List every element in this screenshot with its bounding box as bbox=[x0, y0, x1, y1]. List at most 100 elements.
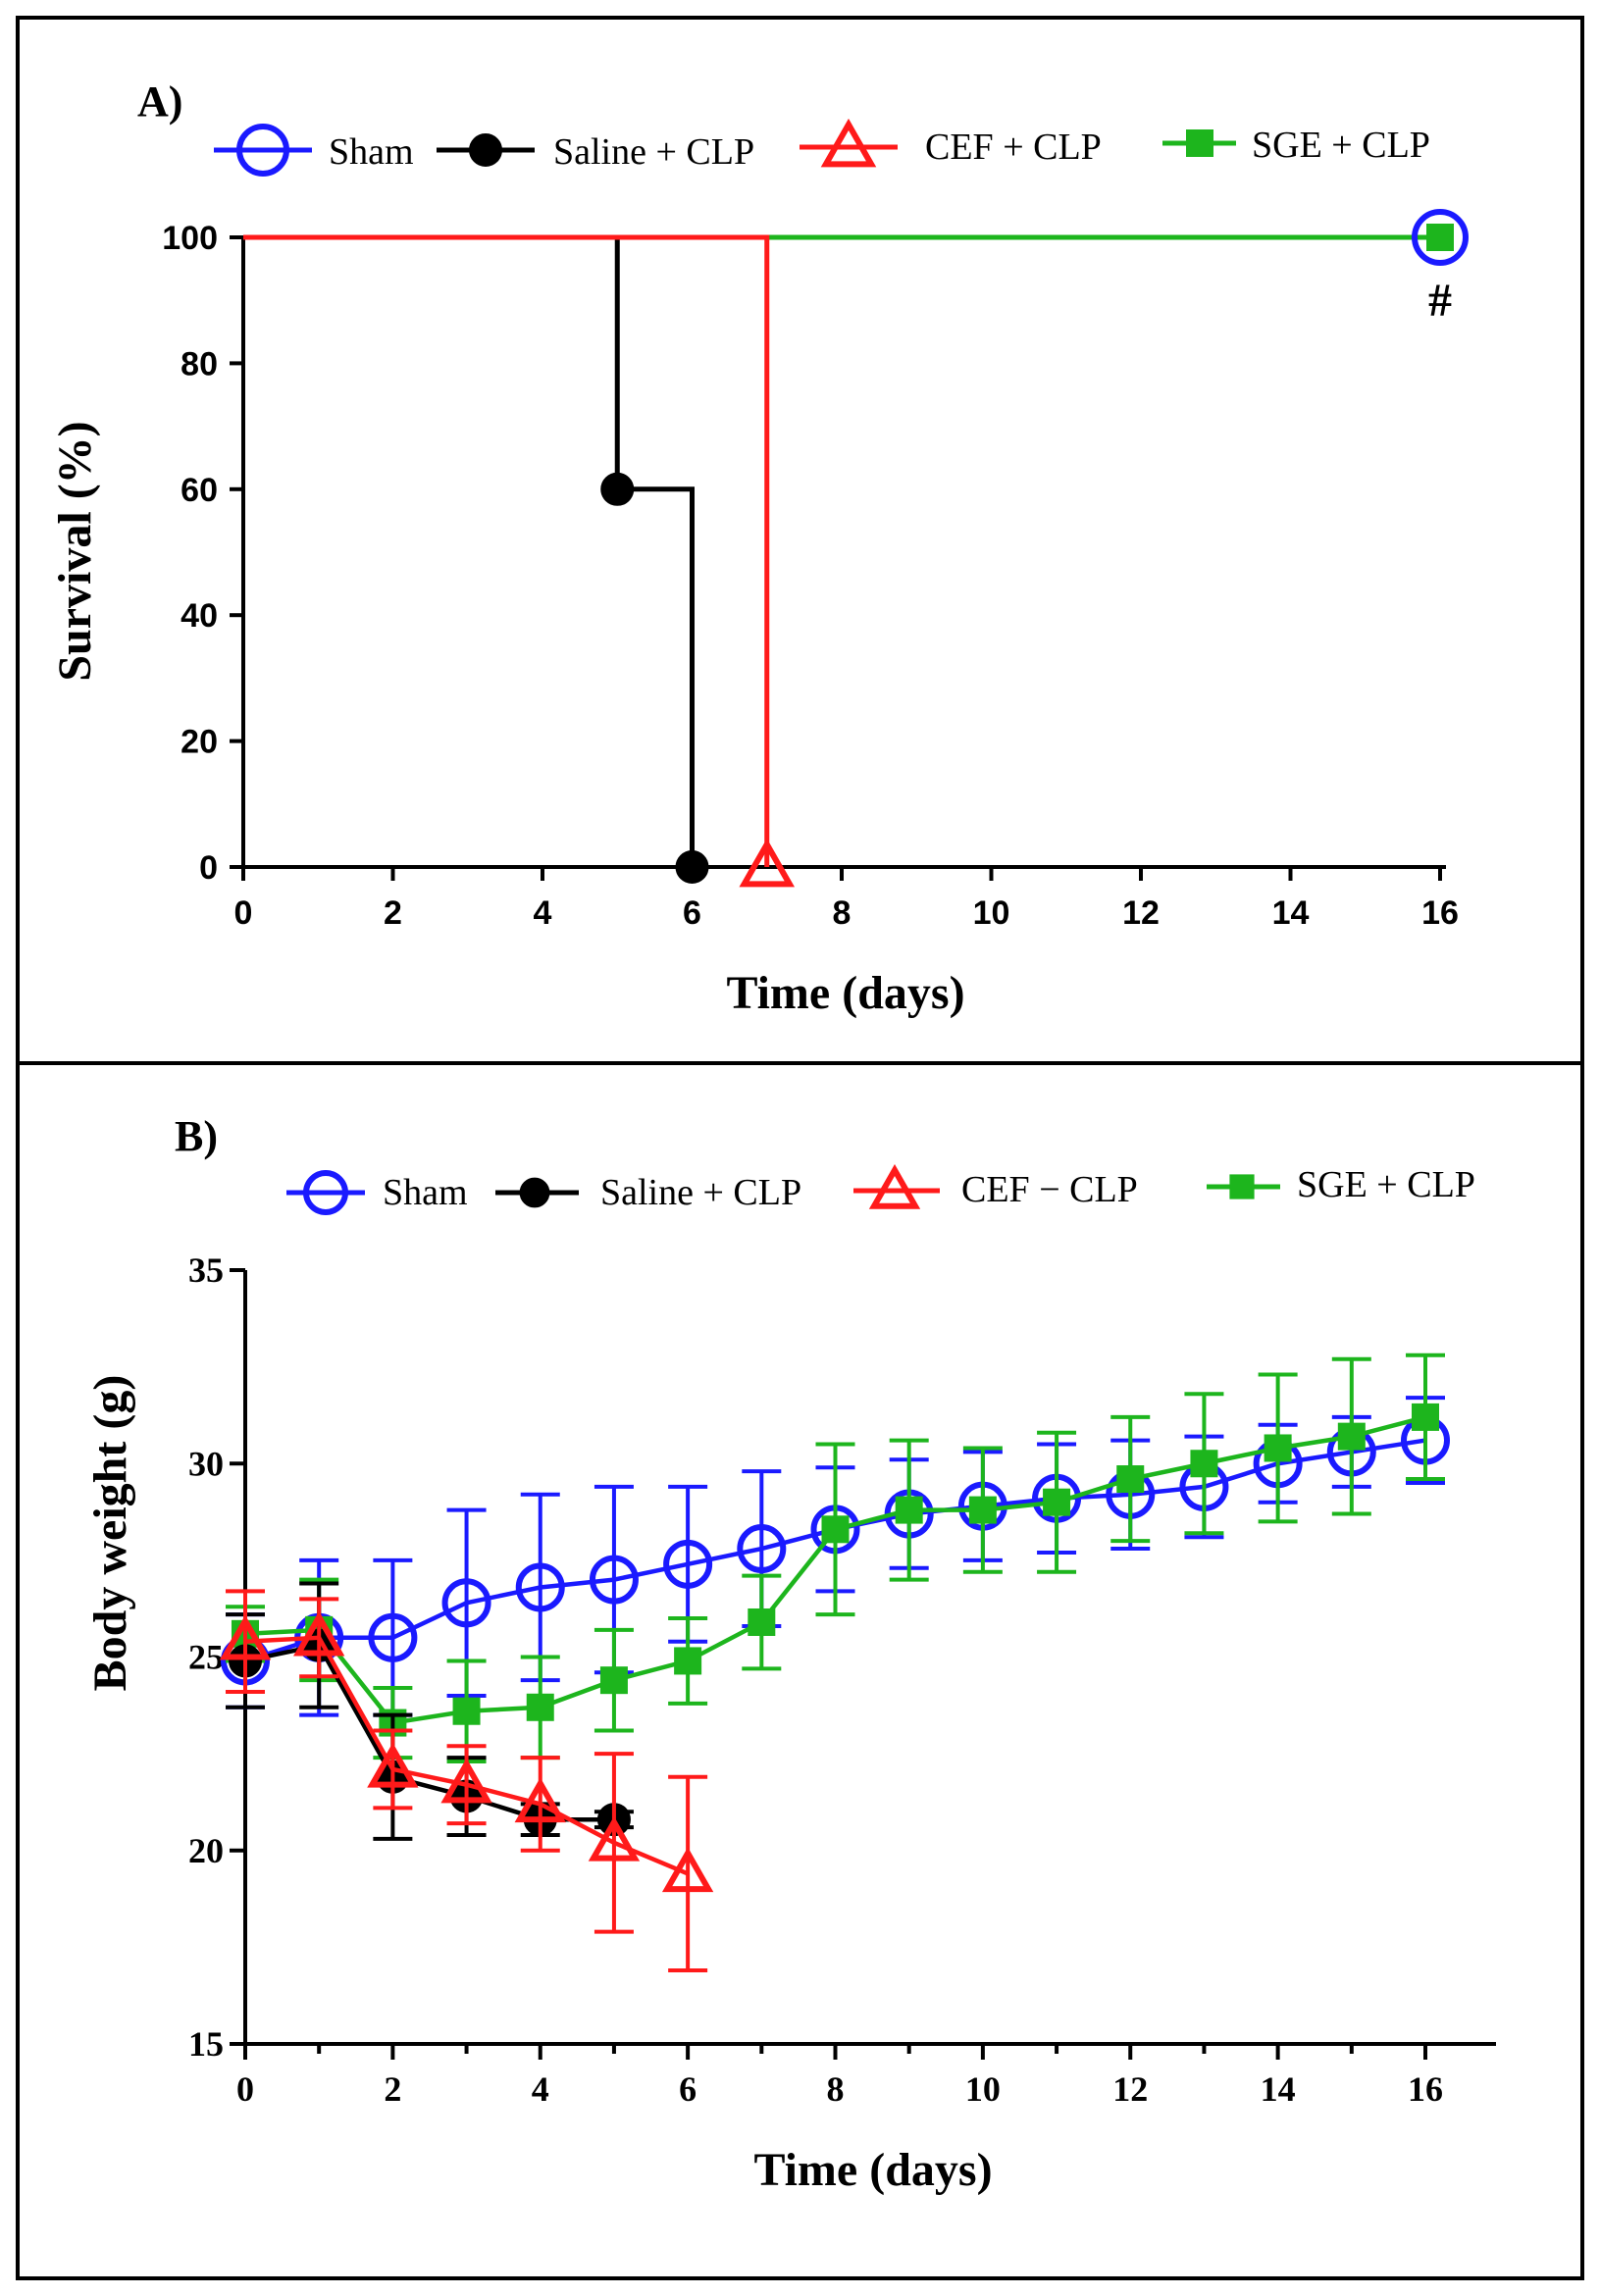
legend-b-cef-label: CEF − CLP bbox=[961, 1169, 1138, 1210]
legend-a-sge-marker bbox=[1186, 129, 1213, 157]
data-point-sham bbox=[441, 1578, 491, 1628]
panel-b-y-tick-label: 35 bbox=[188, 1250, 224, 1290]
data-point-sge-clp bbox=[1264, 1434, 1292, 1462]
legend-a-saline-marker bbox=[469, 133, 502, 167]
data-point-sham bbox=[589, 1555, 639, 1605]
data-point-cef-clp bbox=[588, 1815, 641, 1862]
panel-b-x-tick-label: 14 bbox=[1261, 2069, 1296, 2109]
panel-a-x-tick-label: 4 bbox=[534, 894, 552, 932]
legend-a-cef-marker bbox=[820, 118, 877, 168]
line-saline-clp bbox=[244, 1643, 614, 1822]
panel-a-x-tick-label: 12 bbox=[1122, 894, 1160, 932]
data-point-sham bbox=[515, 1562, 565, 1612]
panel-b-y-ticks: 15 20 25 30 35 bbox=[188, 1250, 245, 2064]
legend-a-sge-label: SGE + CLP bbox=[1252, 125, 1430, 166]
panel-b-body-weight-chart: B) Sham Saline + CLP CEF − CLP SGE + CLP… bbox=[84, 1112, 1496, 2196]
data-point-sham bbox=[663, 1539, 713, 1589]
data-point-sge-clp bbox=[1412, 1403, 1439, 1431]
panel-b-x-ticks: 0 2 4 6 8 10 12 14 16 bbox=[236, 2044, 1443, 2109]
panel-a-survival-chart: A) Sham Saline + CLP CEF + CLP SGE + CLP… bbox=[49, 77, 1469, 1019]
panel-b-y-tick-label: 30 bbox=[188, 1444, 224, 1483]
series-cef-clp bbox=[219, 1589, 714, 1973]
data-point-sge-clp bbox=[1337, 1422, 1366, 1451]
legend-b-cef-marker bbox=[868, 1163, 921, 1209]
panel-a-y-tick-label: 100 bbox=[162, 220, 218, 257]
data-point-cef-clp bbox=[661, 1847, 714, 1893]
survival-point-saline-clp bbox=[675, 850, 709, 884]
data-point-sge-clp bbox=[452, 1697, 481, 1725]
panel-a-y-tick-label: 80 bbox=[181, 345, 218, 383]
data-point-cef-clp bbox=[367, 1742, 419, 1788]
survival-point-saline-clp bbox=[600, 472, 635, 506]
data-point-sham bbox=[737, 1524, 787, 1574]
legend-a-sham-label: Sham bbox=[329, 131, 414, 173]
survival-line-saline-clp bbox=[243, 234, 695, 867]
survival-line-cef-clp bbox=[243, 234, 770, 867]
panel-a-legend: Sham Saline + CLP CEF + CLP SGE + CLP bbox=[214, 118, 1430, 177]
legend-b-sge-label: SGE + CLP bbox=[1297, 1164, 1475, 1205]
survival-point-cef-clp bbox=[739, 838, 796, 888]
data-point-cef-clp bbox=[440, 1758, 492, 1804]
panel-b-label: B) bbox=[175, 1112, 218, 1160]
panel-a-x-ticks: 0 2 4 6 8 10 12 14 16 bbox=[234, 867, 1459, 932]
panel-a-y-tick-label: 40 bbox=[181, 597, 218, 635]
data-point-sge-clp bbox=[526, 1693, 554, 1721]
panel-b-x-tick-label: 16 bbox=[1408, 2069, 1443, 2109]
panel-b-x-tick-label: 0 bbox=[236, 2069, 254, 2109]
significance-annotation: # bbox=[1428, 275, 1452, 327]
panel-b-y-axis-label: Body weight (g) bbox=[84, 1375, 136, 1692]
panel-b-x-tick-label: 12 bbox=[1112, 2069, 1148, 2109]
legend-b-saline-marker bbox=[519, 1177, 550, 1208]
panel-b-y-tick-label: 25 bbox=[188, 1638, 224, 1677]
panel-a-x-tick-label: 14 bbox=[1272, 894, 1310, 932]
panel-a-y-tick-label: 60 bbox=[181, 472, 218, 509]
panel-b-y-tick-label: 20 bbox=[188, 1831, 224, 1870]
panel-b-x-axis-label: Time (days) bbox=[753, 2144, 992, 2196]
survival-point-sham bbox=[1412, 209, 1469, 266]
panel-b-y-tick-label: 15 bbox=[188, 2024, 224, 2064]
survival-point-sge-clp bbox=[1426, 224, 1454, 251]
panel-a-series bbox=[243, 209, 1469, 888]
panel-a-x-tick-label: 2 bbox=[384, 894, 402, 932]
panel-b-x-tick-label: 8 bbox=[827, 2069, 845, 2109]
panel-b-legend: Sham Saline + CLP CEF − CLP SGE + CLP bbox=[286, 1163, 1475, 1215]
line-cef-clp bbox=[244, 1635, 689, 1876]
panel-a-label: A) bbox=[137, 77, 182, 126]
panel-a-y-ticks: 0 20 40 60 80 100 bbox=[162, 220, 243, 887]
panel-a-y-tick-label: 0 bbox=[199, 849, 218, 887]
panel-a-y-tick-label: 20 bbox=[181, 724, 218, 761]
panel-a-x-tick-label: 6 bbox=[683, 894, 701, 932]
panel-a-x-axis-label: Time (days) bbox=[726, 967, 964, 1019]
legend-a-cef-label: CEF + CLP bbox=[925, 127, 1102, 168]
data-point-sham bbox=[368, 1612, 418, 1662]
panel-a-x-tick-label: 10 bbox=[973, 894, 1010, 932]
panel-a-x-tick-label: 8 bbox=[833, 894, 852, 932]
legend-a-saline-label: Saline + CLP bbox=[553, 131, 754, 173]
data-point-sge-clp bbox=[821, 1515, 850, 1544]
panel-a-y-axis-label: Survival (%) bbox=[49, 421, 101, 681]
panel-b-x-tick-label: 10 bbox=[965, 2069, 1001, 2109]
data-point-sge-clp bbox=[1116, 1465, 1145, 1494]
data-point-sge-clp bbox=[599, 1666, 628, 1695]
panel-b-x-tick-label: 4 bbox=[532, 2069, 549, 2109]
data-point-sge-clp bbox=[1190, 1450, 1218, 1478]
data-point-sge-clp bbox=[674, 1647, 702, 1675]
data-point-cef-clp bbox=[219, 1614, 272, 1660]
data-point-sge-clp bbox=[1043, 1488, 1071, 1516]
panel-b-x-tick-label: 6 bbox=[679, 2069, 697, 2109]
data-point-sge-clp bbox=[895, 1496, 923, 1524]
legend-b-saline-label: Saline + CLP bbox=[600, 1172, 801, 1213]
panel-a-axes bbox=[241, 237, 1446, 869]
panel-a-x-tick-label: 0 bbox=[234, 894, 253, 932]
legend-b-sham-label: Sham bbox=[383, 1172, 468, 1213]
panel-b-series bbox=[219, 1352, 1450, 1973]
panel-b-x-tick-label: 2 bbox=[384, 2069, 401, 2109]
legend-b-sham-marker bbox=[303, 1170, 348, 1215]
data-point-cef-clp bbox=[514, 1777, 566, 1823]
data-point-sge-clp bbox=[968, 1496, 997, 1524]
data-point-sge-clp bbox=[748, 1607, 776, 1636]
panel-a-x-tick-label: 16 bbox=[1421, 894, 1459, 932]
legend-b-sge-marker bbox=[1229, 1174, 1255, 1199]
panel-b-axes bbox=[243, 1270, 1496, 2046]
